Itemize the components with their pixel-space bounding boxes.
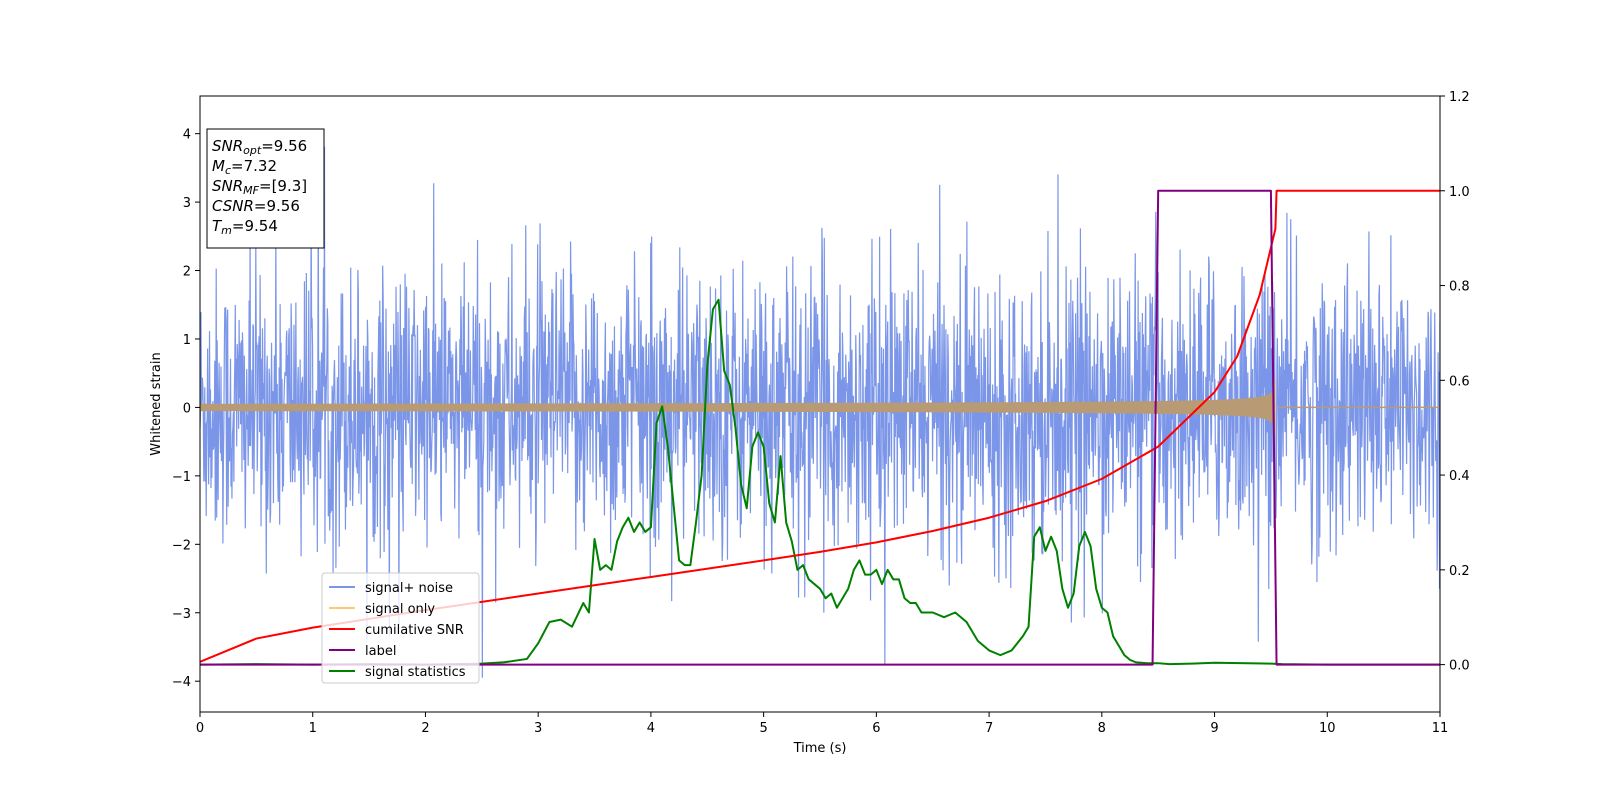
left-axis-ticks: −4 −3 −2 −1 0 1 2 3 4 bbox=[172, 128, 200, 690]
info-box-frame bbox=[206, 128, 325, 249]
x-tick-label: 8 bbox=[1098, 721, 1106, 736]
noise-layer bbox=[200, 146, 1440, 678]
legend-label: signal only bbox=[365, 602, 435, 617]
left-tick-label: 1 bbox=[183, 333, 191, 348]
right-axis-ticks: 0.0 0.2 0.4 0.6 0.8 1.0 1.2 bbox=[1440, 90, 1470, 674]
series-label bbox=[200, 189, 1440, 666]
x-tick-label: 5 bbox=[759, 721, 767, 736]
series-signal-statistics bbox=[200, 298, 1440, 666]
left-tick-label: −4 bbox=[172, 675, 191, 690]
legend: signal+ noise signal only cumilative SNR la… bbox=[321, 572, 480, 684]
plot-frame bbox=[199, 95, 1441, 713]
legend-frame bbox=[321, 572, 480, 684]
legend-label: signal statistics bbox=[365, 665, 466, 680]
x-tick-label: 1 bbox=[309, 721, 317, 736]
axes bbox=[199, 95, 1441, 713]
series-signal-only bbox=[200, 376, 1276, 439]
right-tick-label: 0.0 bbox=[1449, 659, 1470, 674]
right-tick-label: 0.6 bbox=[1449, 374, 1470, 389]
legend-label: label bbox=[365, 644, 396, 659]
right-tick-label: 1.2 bbox=[1449, 90, 1470, 105]
y-axis-label: Whitened strain bbox=[149, 352, 164, 455]
legend-label: signal+ noise bbox=[365, 581, 453, 596]
x-tick-label: 4 bbox=[647, 721, 655, 736]
x-tick-label: 11 bbox=[1432, 721, 1449, 736]
x-tick-label: 0 bbox=[196, 721, 204, 736]
x-tick-label: 7 bbox=[985, 721, 993, 736]
series-signal-noise bbox=[200, 146, 1440, 678]
x-tick-label: 2 bbox=[421, 721, 429, 736]
left-tick-label: 3 bbox=[183, 196, 191, 211]
info-line: SNRopt=9.56 bbox=[212, 137, 307, 157]
x-tick-label: 3 bbox=[534, 721, 542, 736]
left-tick-label: 2 bbox=[183, 265, 191, 280]
signal-layer bbox=[200, 376, 1440, 439]
info-line: Tm=9.54 bbox=[212, 217, 278, 237]
left-tick-label: −1 bbox=[172, 470, 191, 485]
info-line: Mc=7.32 bbox=[212, 157, 277, 177]
info-line: CSNR=9.56 bbox=[212, 197, 300, 215]
x-tick-label: 6 bbox=[872, 721, 880, 736]
right-tick-label: 0.2 bbox=[1449, 564, 1470, 579]
x-axis-label: Time (s) bbox=[793, 741, 847, 756]
left-tick-label: 0 bbox=[183, 401, 191, 416]
x-tick-label: 9 bbox=[1210, 721, 1218, 736]
left-tick-label: −2 bbox=[172, 538, 191, 553]
legend-label: cumilative SNR bbox=[365, 623, 464, 638]
x-tick-label: 10 bbox=[1319, 721, 1336, 736]
right-tick-label: 0.8 bbox=[1449, 280, 1470, 295]
x-axis-ticks: 0 1 2 3 4 5 6 7 8 9 10 11 bbox=[196, 712, 1448, 736]
info-line: SNRMF=[9.3] bbox=[212, 177, 307, 197]
right-tick-label: 1.0 bbox=[1449, 185, 1470, 200]
left-tick-label: −3 bbox=[172, 607, 191, 622]
left-tick-label: 4 bbox=[183, 128, 191, 143]
right-tick-label: 0.4 bbox=[1449, 469, 1470, 484]
